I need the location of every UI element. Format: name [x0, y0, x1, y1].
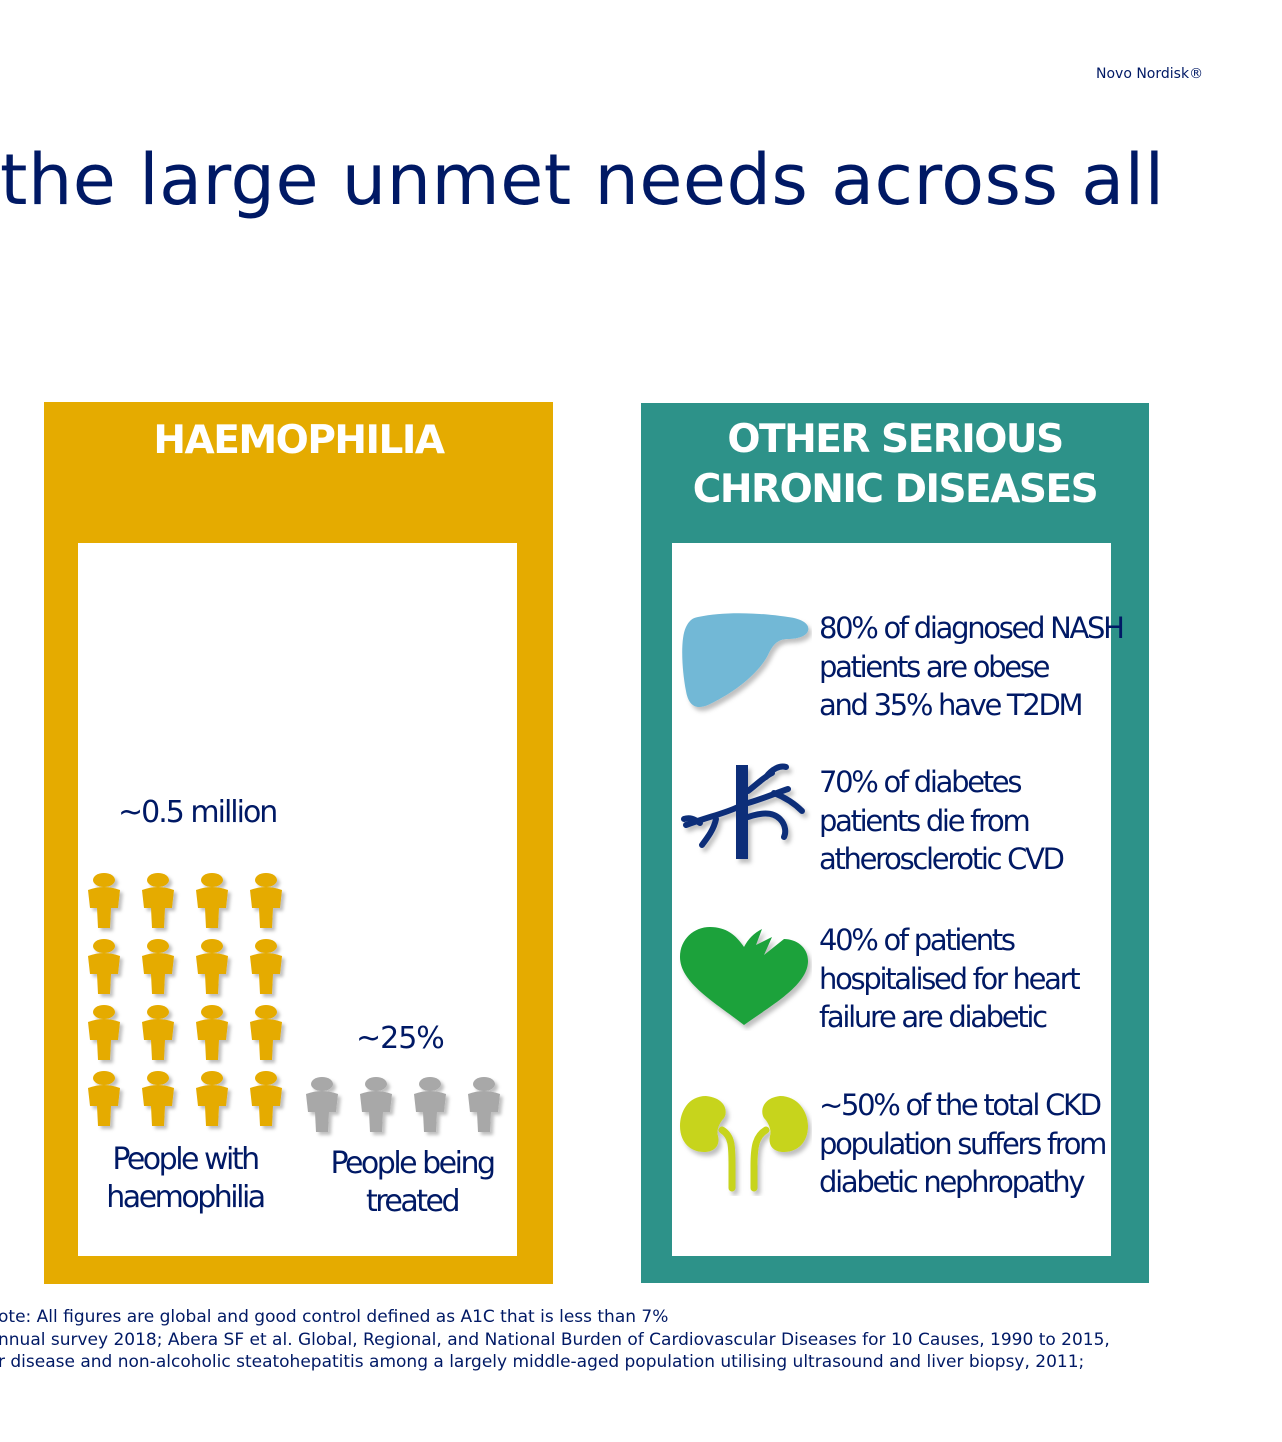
- person-figure: [142, 1005, 174, 1060]
- person-figure: [88, 1005, 120, 1060]
- person-figure: [250, 1071, 282, 1126]
- caption-line: haemophilia: [106, 1180, 266, 1215]
- disease-row-cvd: 70% of diabetes patients die from athero…: [672, 763, 1111, 883]
- heading-line: CHRONIC DISEASES: [692, 467, 1099, 512]
- disease-row-heart-failure: 40% of patients hospitalised for heart f…: [672, 921, 1111, 1041]
- other-diseases-content: 80% of diagnosed NASH patients are obese…: [672, 543, 1125, 1256]
- person-figure: [196, 873, 228, 928]
- treated-percentage-label: ~25%: [356, 1021, 445, 1056]
- disease-line: atherosclerotic CVD: [819, 842, 1065, 876]
- page-title: the large unmet needs across all: [0, 139, 1165, 221]
- disease-line: 70% of diabetes: [819, 765, 1022, 799]
- liver-icon: [682, 613, 809, 708]
- caption-people-with-haemophilia: People with haemophilia: [100, 1141, 270, 1217]
- person-figure: [196, 939, 228, 994]
- footnote-line: nnual survey 2018; Abera SF et al. Globa…: [0, 1329, 1110, 1350]
- person-figure: [88, 873, 120, 928]
- person-figure: [250, 939, 282, 994]
- person-figure: [142, 939, 174, 994]
- treated-person-figure: [468, 1077, 500, 1132]
- disease-text-ckd: ~50% of the total CKD population suffers…: [819, 1086, 1119, 1202]
- caption-line: treated: [365, 1184, 461, 1219]
- disease-line: ~50% of the total CKD: [819, 1088, 1102, 1122]
- disease-line: 40% of patients: [819, 923, 1016, 957]
- disease-row-nash: 80% of diagnosed NASH patients are obese…: [672, 609, 1125, 729]
- treated-person-figure: [414, 1077, 446, 1132]
- disease-line: and 35% have T2DM: [819, 688, 1084, 722]
- disease-line: failure are diabetic: [819, 1000, 1048, 1034]
- disease-line: diabetic nephropathy: [819, 1165, 1086, 1199]
- disease-row-ckd: ~50% of the total CKD population suffers…: [672, 1086, 1111, 1206]
- disease-line: 80% of diagnosed NASH: [819, 611, 1125, 645]
- person-figure: [88, 1071, 120, 1126]
- disease-text-cvd: 70% of diabetes patients die from athero…: [819, 763, 1119, 879]
- person-figure: [142, 1071, 174, 1126]
- disease-line: patients die from: [819, 803, 1031, 838]
- brand-name: Novo Nordisk®: [1096, 66, 1204, 82]
- footnote-line: r disease and non-alcoholic steatohepati…: [0, 1352, 1085, 1372]
- caption-line: People being: [330, 1146, 496, 1181]
- kidney-icon: [680, 1096, 808, 1192]
- people-pictogram: [88, 873, 500, 1132]
- disease-line: patients are obese: [819, 649, 1050, 684]
- footnote-line: ote: All figures are global and good con…: [0, 1307, 669, 1327]
- other-diseases-heading: OTHER SERIOUS CHRONIC DISEASES: [641, 415, 1149, 515]
- person-figure: [196, 1005, 228, 1060]
- disease-text-heart-failure: 40% of patients hospitalised for heart f…: [819, 921, 1119, 1037]
- haemophilia-panel: HAEMOPHILIA ~0.5 million ~25% People wit…: [44, 402, 553, 1284]
- heart-icon: [680, 927, 808, 1025]
- treated-person-figure: [360, 1077, 392, 1132]
- haemophilia-total-label: ~0.5 million: [118, 795, 278, 830]
- disease-text-nash: 80% of diagnosed NASH patients are obese…: [819, 609, 1125, 725]
- person-figure: [196, 1071, 228, 1126]
- haemophilia-heading: HAEMOPHILIA: [153, 418, 445, 463]
- caption-line: People with: [112, 1142, 260, 1177]
- disease-line: population suffers from: [819, 1126, 1107, 1161]
- person-figure: [142, 873, 174, 928]
- caption-people-being-treated: People being treated: [324, 1145, 500, 1221]
- other-diseases-panel: OTHER SERIOUS CHRONIC DISEASES 80% of di…: [641, 403, 1149, 1283]
- disease-line: hospitalised for heart: [819, 961, 1081, 996]
- footnotes: ote: All figures are global and good con…: [0, 1306, 1282, 1374]
- person-figure: [250, 873, 282, 928]
- artery-icon: [681, 763, 805, 859]
- person-figure: [88, 939, 120, 994]
- person-figure: [250, 1005, 282, 1060]
- heading-line: OTHER SERIOUS: [727, 417, 1064, 462]
- haemophilia-content: ~0.5 million ~25% People with haemophili…: [78, 543, 517, 1256]
- treated-person-figure: [306, 1077, 338, 1132]
